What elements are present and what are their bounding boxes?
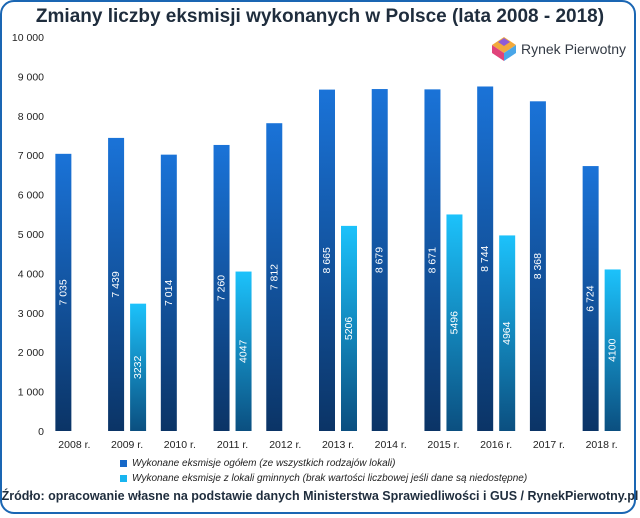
bar-series-1: [266, 123, 283, 431]
legend-swatch-series-1: [120, 460, 127, 467]
x-tick-label: 2013 r.: [322, 439, 354, 451]
logo: Rynek Pierwotny: [491, 36, 626, 62]
x-tick-label: 2009 r.: [111, 439, 143, 451]
legend-item-series-1: Wykonane eksmisje ogółem (ze wszystkich …: [120, 456, 527, 471]
legend-label-series-1: Wykonane eksmisje ogółem (ze wszystkich …: [132, 458, 396, 469]
x-tick-label: 2018 r.: [586, 439, 618, 451]
bar-series-1: [424, 89, 441, 431]
bar-series-1: [319, 89, 335, 431]
y-tick-label: 0: [38, 426, 44, 438]
x-tick-label: 2017 r.: [533, 439, 565, 451]
x-tick-label: 2012 r.: [269, 439, 301, 451]
y-tick-label: 9 000: [18, 71, 44, 83]
bars: 7 035 7 439 3232 7 014 7 260 4047 7 812 8 665 52…: [55, 86, 621, 432]
bar-series-1: [582, 166, 599, 431]
bar-value-label: 7 439: [110, 271, 122, 297]
y-tick-label: 2 000: [18, 347, 44, 359]
bar-series-1: [371, 89, 388, 432]
bar-value-label: 7 035: [57, 279, 69, 305]
bar-series-1: [108, 137, 125, 432]
bar-series-1: [213, 144, 230, 431]
bar-series-1: [529, 101, 546, 432]
bar-series-2: [235, 271, 252, 431]
x-axis: 2008 r. 2009 r. 2010 r. 2011 r. 2012 r. 2013 …: [58, 439, 617, 451]
bar-series-1: [55, 153, 72, 432]
x-tick-label: 2008 r.: [58, 439, 90, 451]
bar-series-2: [499, 235, 516, 431]
bar-series-2: [446, 214, 463, 431]
y-tick-label: 1 000: [18, 387, 44, 399]
x-tick-label: 2015 r.: [427, 439, 459, 451]
bar-value-label: 4100: [607, 338, 619, 362]
bar-value-label: 6 724: [585, 285, 597, 311]
bar-value-label: 4047: [238, 339, 250, 363]
bar-value-label: 8 665: [321, 247, 333, 273]
chart-title: Zmiany liczby eksmisji wykonanych w Pols…: [35, 6, 605, 27]
bar-value-label: 7 812: [268, 264, 280, 290]
bar-value-label: 8 744: [479, 245, 491, 271]
y-tick-label: 3 000: [18, 308, 44, 320]
bar-value-label: 5206: [343, 317, 355, 341]
bar-series-1: [160, 154, 177, 431]
bar-value-label: 7 260: [216, 275, 228, 301]
x-tick-label: 2011 r.: [217, 439, 248, 451]
y-tick-label: 7 000: [18, 150, 44, 162]
legend-label-series-2: Wykonane eksmisje z lokali gminnych (bra…: [132, 473, 528, 484]
logo-text: Rynek Pierwotny: [521, 41, 627, 57]
rynek-pierwotny-logo-icon: [492, 37, 516, 61]
bar-series-1: [477, 86, 494, 432]
y-tick-label: 4 000: [18, 268, 44, 280]
bar-value-label: 3232: [132, 355, 144, 379]
bar-value-label: 4964: [501, 321, 513, 345]
bar-value-label: 7 014: [163, 280, 175, 306]
bar-value-label: 8 368: [532, 253, 544, 279]
legend-swatch-series-2: [120, 475, 127, 482]
y-tick-label: 10 000: [12, 32, 44, 44]
y-tick-label: 8 000: [18, 111, 44, 123]
x-tick-label: 2014 r.: [375, 439, 407, 451]
bar-value-label: 8 671: [426, 247, 438, 273]
bar-value-label: 8 679: [374, 247, 386, 273]
bar-series-2: [604, 269, 621, 431]
legend: Wykonane eksmisje ogółem (ze wszystkich …: [120, 456, 527, 486]
y-tick-label: 6 000: [18, 190, 44, 202]
x-tick-label: 2016 r.: [480, 439, 512, 451]
y-tick-label: 5 000: [18, 229, 44, 241]
x-tick-label: 2010 r.: [164, 439, 196, 451]
bar-value-label: 5496: [448, 311, 460, 335]
legend-item-series-2: Wykonane eksmisje z lokali gminnych (bra…: [120, 471, 527, 486]
bar-series-2: [130, 303, 147, 431]
bar-series-2: [341, 225, 357, 431]
y-axis: 0 1 000 2 000 3 000 4 000 5 000 6 000 7 000 8 00…: [12, 32, 44, 438]
source-note: Źródło: opracowanie własne na podstawie …: [1, 489, 639, 503]
